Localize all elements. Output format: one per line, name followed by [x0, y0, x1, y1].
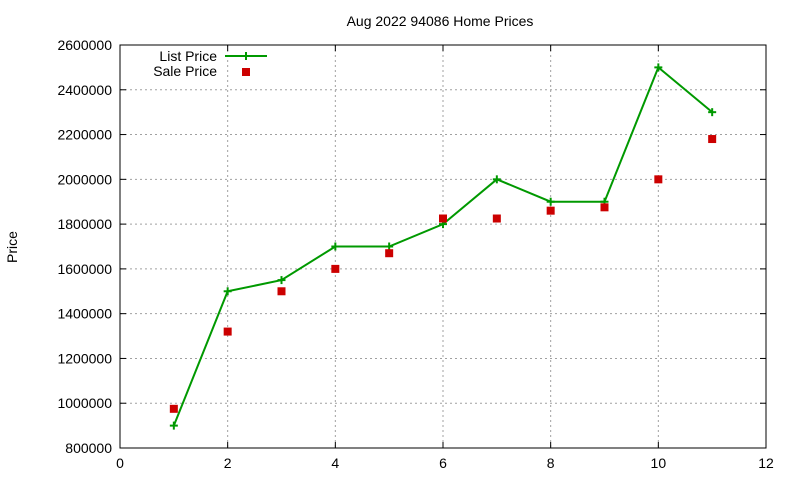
x-tick-label: 4 [331, 455, 339, 471]
y-axis-label: Price [4, 231, 20, 263]
grid-lines [120, 45, 766, 448]
sale-price-point [169, 404, 178, 413]
x-tick-label: 6 [439, 455, 447, 471]
data-series [169, 63, 717, 430]
x-tick-label: 10 [651, 455, 667, 471]
sale-price-point [600, 203, 609, 212]
y-tick-label: 2400000 [57, 82, 112, 98]
legend-swatch-sale-price [242, 68, 250, 76]
y-tick-label: 2000000 [57, 171, 112, 187]
y-tick-label: 1600000 [57, 261, 112, 277]
y-tick-label: 1800000 [57, 216, 112, 232]
list-price-point [708, 108, 717, 117]
sale-price-point [439, 214, 447, 223]
y-tick-label: 1200000 [57, 350, 112, 366]
tick-labels: 0 2 4 6 8 10 12 800000 1000000 1200000 1400000 1600… [57, 37, 774, 471]
sale-price-point [654, 175, 663, 184]
sale-price-point [546, 206, 555, 215]
y-tick-label: 1400000 [57, 306, 112, 322]
sale-price-point [223, 327, 232, 336]
list-price-point [331, 242, 340, 251]
list-price-point [492, 175, 501, 184]
legend: List Price Sale Price [153, 48, 267, 79]
y-tick-label: 2200000 [57, 127, 112, 143]
list-price-point [546, 197, 555, 206]
y-tick-label: 800000 [65, 440, 112, 456]
legend-label-list-price: List Price [159, 48, 217, 64]
sale-price-point [492, 214, 501, 223]
x-tick-label: 0 [116, 455, 124, 471]
x-tick-label: 12 [758, 455, 774, 471]
legend-swatch-list-price-marker [242, 52, 250, 60]
list-price-point [277, 276, 286, 285]
x-tick-label: 8 [547, 455, 555, 471]
sale-price-point [277, 287, 286, 296]
plot-frame [119, 44, 767, 449]
sale-price-point [385, 249, 394, 258]
y-tick-label: 1000000 [57, 395, 112, 411]
chart-title: Aug 2022 94086 Home Prices [347, 13, 534, 29]
legend-label-sale-price: Sale Price [153, 63, 217, 79]
list-price-point [385, 242, 394, 251]
x-tick-label: 2 [224, 455, 232, 471]
list-price-point [169, 421, 178, 430]
sale-price-point [331, 264, 340, 273]
y-tick-label: 2600000 [57, 37, 112, 53]
list-price-point [654, 63, 663, 72]
list-price-point [223, 287, 232, 296]
sale-price-point [708, 135, 717, 144]
